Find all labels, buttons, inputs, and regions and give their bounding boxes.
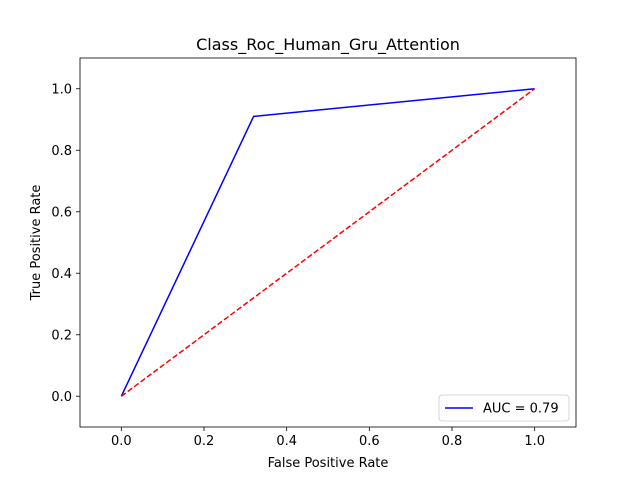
y-tick-label: 0.0 bbox=[51, 390, 72, 405]
legend-box bbox=[438, 394, 570, 422]
x-axis-label: False Positive Rate bbox=[268, 456, 389, 471]
x-axis-ticks: 0.0 0.2 0.4 0.6 0.8 1.0 bbox=[111, 427, 545, 449]
y-tick-label: 1.0 bbox=[51, 82, 72, 97]
plot-frame bbox=[79, 57, 577, 428]
x-tick-label: 0.0 bbox=[111, 434, 132, 449]
chart-title: Class_Roc_Human_Gru_Attention bbox=[196, 35, 460, 55]
series-layer bbox=[120, 88, 536, 397]
roc-curve-line bbox=[120, 88, 535, 397]
x-tick-label: 0.2 bbox=[194, 434, 215, 449]
x-tick-label: 0.6 bbox=[359, 434, 380, 449]
y-axis-ticks: 0.0 0.2 0.4 0.6 0.8 1.0 bbox=[51, 82, 80, 405]
legend: AUC = 0.79 bbox=[438, 394, 570, 422]
y-tick-label: 0.8 bbox=[51, 144, 72, 159]
chance-diagonal-line bbox=[120, 88, 536, 397]
x-tick-label: 0.8 bbox=[442, 434, 463, 449]
y-axis-label: True Positive Rate bbox=[29, 185, 44, 302]
x-tick-label: 0.4 bbox=[276, 434, 297, 449]
y-tick-label: 0.2 bbox=[51, 328, 72, 343]
legend-label-roc: AUC = 0.79 bbox=[483, 402, 559, 417]
y-tick-label: 0.4 bbox=[51, 267, 72, 282]
y-tick-label: 0.6 bbox=[51, 205, 72, 220]
x-tick-label: 1.0 bbox=[524, 434, 545, 449]
